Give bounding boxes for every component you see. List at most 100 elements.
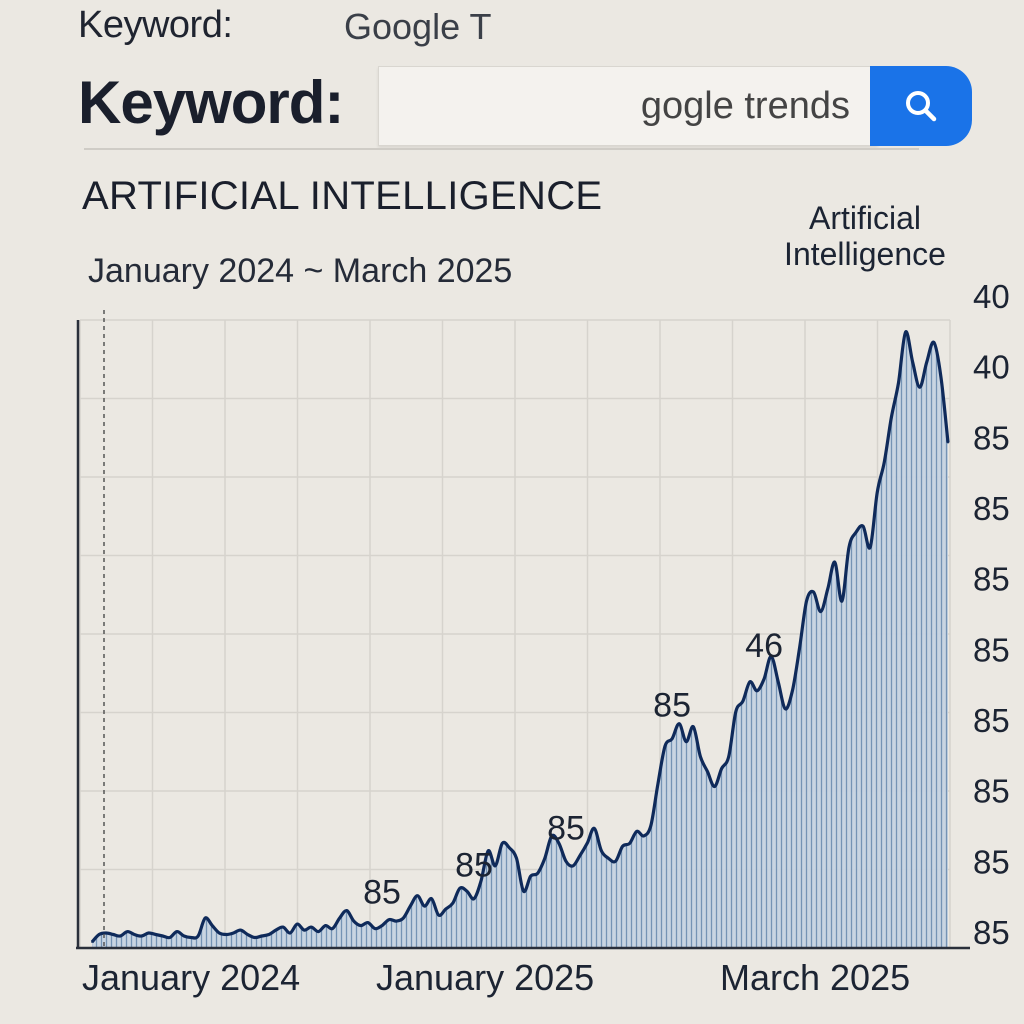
search-field-box[interactable]	[378, 66, 878, 146]
data-point	[890, 416, 893, 419]
y-tick-label: 85	[973, 490, 1010, 527]
series-layer	[90, 330, 950, 949]
data-point	[140, 935, 143, 937]
data-point	[947, 441, 949, 444]
data-point	[402, 917, 405, 919]
data-point	[416, 894, 419, 897]
data-point	[296, 923, 299, 925]
data-point	[395, 920, 398, 922]
y-tick-label: 85	[973, 631, 1010, 668]
y-tick-labels: 40 40 85 85 85 85 85 85 85 85	[973, 278, 1010, 951]
data-point	[176, 930, 178, 933]
data-point	[154, 933, 157, 936]
data-point	[833, 561, 836, 564]
y-tick-label: 40	[973, 278, 1010, 315]
data-point	[607, 857, 610, 860]
data-point	[536, 872, 539, 875]
legend: Artificial Intelligence	[770, 200, 960, 272]
data-point	[126, 930, 129, 933]
data-point	[706, 770, 709, 773]
data-point	[572, 864, 574, 867]
data-point	[933, 341, 935, 344]
data-point	[444, 908, 447, 910]
data-point	[763, 678, 765, 680]
data-point	[268, 933, 270, 936]
data-point	[437, 914, 440, 916]
data-point	[635, 830, 638, 833]
data-point	[876, 491, 879, 493]
data-point	[770, 655, 772, 658]
data-point	[522, 890, 525, 893]
data-point	[826, 588, 829, 590]
chart-title: ARTIFICIAL INTELLIGENCE	[82, 174, 603, 218]
data-point	[310, 926, 313, 928]
data-point	[657, 782, 659, 785]
peak-label: 46	[745, 627, 783, 665]
data-point	[317, 930, 320, 933]
data-point	[558, 842, 560, 845]
data-point	[204, 917, 207, 919]
data-point	[133, 933, 136, 936]
data-point	[579, 854, 581, 857]
peak-label: 85	[455, 847, 493, 885]
data-point	[904, 331, 907, 333]
data-point	[246, 933, 249, 936]
keyword-top-value: Google T	[344, 6, 492, 47]
data-point	[741, 700, 744, 703]
data-point	[161, 935, 164, 937]
series-area-artificial-intelligence	[92, 331, 948, 949]
search-input[interactable]	[488, 83, 852, 129]
data-point	[586, 842, 589, 845]
data-point	[218, 932, 221, 934]
data-point	[855, 531, 857, 534]
data-point	[664, 745, 666, 747]
data-point	[388, 918, 390, 921]
x-tick-labels: January 2024 January 2025 March 2025	[82, 957, 910, 998]
data-point	[791, 689, 794, 692]
data-point	[841, 600, 843, 602]
keyword-label: Keyword:	[78, 69, 344, 136]
data-point	[473, 897, 475, 900]
data-point	[282, 926, 284, 928]
chart-subtitle: January 2024 ~ March 2025	[88, 252, 513, 290]
data-point	[190, 936, 192, 939]
search-button[interactable]	[870, 66, 972, 146]
data-point	[260, 935, 263, 937]
y-tick-label: 40	[973, 349, 1010, 386]
x-tick-label: January 2024	[82, 957, 300, 998]
data-point	[147, 932, 150, 934]
data-point	[756, 689, 758, 692]
data-point	[565, 860, 567, 863]
data-point	[628, 842, 631, 845]
data-point	[211, 924, 214, 927]
data-point	[614, 860, 617, 863]
data-point	[918, 386, 921, 389]
data-point	[289, 932, 291, 934]
peak-annotations: 85 85 85 85 46	[363, 627, 783, 912]
data-point	[197, 935, 200, 937]
data-point	[805, 600, 808, 602]
data-point	[275, 929, 277, 931]
data-point	[487, 849, 490, 852]
data-point	[911, 361, 914, 363]
data-point	[105, 932, 107, 934]
legend-entry-line-1: Artificial	[808, 200, 921, 236]
data-point	[374, 927, 376, 930]
search-divider	[84, 148, 919, 150]
data-point	[600, 849, 603, 852]
data-point	[466, 890, 468, 893]
data-point	[883, 461, 886, 463]
data-point	[734, 710, 737, 713]
data-point	[239, 929, 242, 931]
data-point	[501, 842, 504, 845]
data-point	[798, 648, 801, 650]
data-point	[345, 909, 348, 912]
data-point	[338, 917, 341, 919]
data-point	[720, 767, 723, 770]
data-point	[352, 920, 355, 922]
keyword-top-label: Keyword:	[78, 4, 233, 46]
data-point	[508, 846, 511, 849]
data-point	[253, 936, 256, 939]
data-point	[749, 680, 751, 683]
